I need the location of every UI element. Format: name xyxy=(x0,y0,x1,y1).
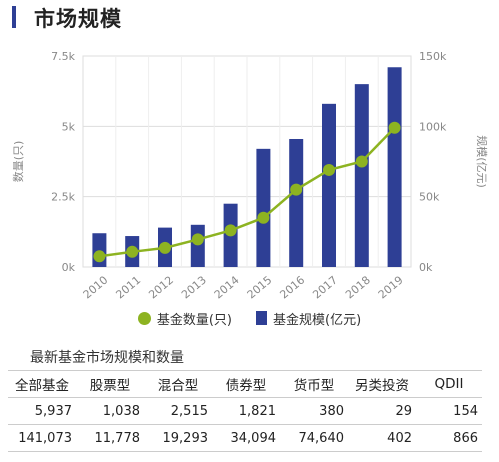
right-tick-label: 0k xyxy=(419,261,433,274)
right-tick-label: 150k xyxy=(419,50,447,63)
line-point xyxy=(159,241,171,254)
x-tick-label: 2019 xyxy=(376,273,406,301)
x-tick-label: 2012 xyxy=(146,273,176,301)
legend-item-scale[interactable]: 基金规模(亿元) xyxy=(256,309,361,328)
table-cell: 74,640 xyxy=(280,424,348,452)
header-all-funds: 全部基金 xyxy=(8,370,76,398)
right-axis-title: 规模(亿元) xyxy=(475,135,489,188)
bar xyxy=(289,138,304,267)
header: 市场规模 xyxy=(0,0,499,36)
x-tick-label: 2016 xyxy=(277,273,307,301)
table-cell: 141,073 xyxy=(8,424,76,452)
left-tick-label: 5k xyxy=(62,120,76,133)
header-money: 货币型 xyxy=(280,370,348,398)
table-cell: 380 xyxy=(280,397,348,425)
chart-legend: 基金数量(只) 基金规模(亿元) xyxy=(0,306,499,330)
line-point xyxy=(355,155,368,168)
legend-bar-marker xyxy=(256,311,267,325)
x-tick-label: 2014 xyxy=(212,273,242,301)
legend-scale-label: 基金规模(亿元) xyxy=(273,312,362,328)
legend-count-label: 基金数量(只) xyxy=(156,312,232,328)
count-line xyxy=(99,126,396,258)
table-header-row: 全部基金 股票型 混合型 债券型 货币型 另类投资 QDII xyxy=(8,370,482,398)
line-point xyxy=(93,250,106,263)
table-cell: 5,937 xyxy=(8,397,76,425)
table-cell: 1,821 xyxy=(212,397,280,425)
right-tick-label: 50k xyxy=(419,191,440,204)
left-tick-label: 2.5k xyxy=(51,191,75,204)
x-tick-label: 2018 xyxy=(343,273,373,301)
bar xyxy=(256,148,271,267)
bar xyxy=(190,224,205,267)
x-tick-label: 2013 xyxy=(179,273,209,301)
table-cell: 402 xyxy=(348,424,416,452)
page-title: 市场规模 xyxy=(34,7,122,31)
header-bond: 债券型 xyxy=(212,370,280,398)
table-cell: 19,293 xyxy=(144,424,212,452)
bar xyxy=(387,67,402,268)
legend-line-marker xyxy=(137,311,151,325)
left-tick-label: 0k xyxy=(62,261,76,274)
table-cell: 29 xyxy=(348,397,416,425)
table-cell: 2,515 xyxy=(144,397,212,425)
line-point xyxy=(191,233,204,246)
x-tick-label: 2015 xyxy=(245,273,275,301)
line-point xyxy=(388,121,401,134)
table-title: 最新基金市场规模和数量 xyxy=(30,350,184,366)
table-row: 141,073 11,778 19,293 34,094 74,640 402 … xyxy=(8,424,482,452)
legend-item-count[interactable]: 基金数量(只) xyxy=(137,309,232,328)
header-alternative: 另类投资 xyxy=(348,370,416,398)
line-point xyxy=(126,245,139,258)
x-tick-label: 2011 xyxy=(113,273,143,301)
table-cell: 1,038 xyxy=(76,397,144,425)
header-qdii: QDII xyxy=(416,370,482,398)
line-point xyxy=(323,163,335,176)
x-tick-label: 2010 xyxy=(81,273,111,301)
line-point xyxy=(257,211,270,224)
fund-table: 全部基金 股票型 混合型 债券型 货币型 另类投资 QDII 5,937 1,0… xyxy=(8,370,482,452)
left-axis-title: 数量(只) xyxy=(12,141,25,183)
title-accent-bar xyxy=(12,6,16,28)
table-row: 5,937 1,038 2,515 1,821 380 29 154 xyxy=(8,397,482,425)
x-tick-label: 2017 xyxy=(310,273,340,301)
table-cell: 154 xyxy=(416,397,482,425)
bar xyxy=(354,84,369,267)
line-point xyxy=(224,224,237,237)
header-stock: 股票型 xyxy=(76,370,144,398)
header-hybrid: 混合型 xyxy=(144,370,212,398)
bar xyxy=(322,103,336,268)
table-cell: 11,778 xyxy=(76,424,144,452)
left-tick-label: 7.5k xyxy=(51,50,75,63)
right-tick-label: 100k xyxy=(419,120,447,133)
table-cell: 34,094 xyxy=(212,424,280,452)
table-cell: 866 xyxy=(416,424,482,452)
line-point xyxy=(290,183,303,196)
